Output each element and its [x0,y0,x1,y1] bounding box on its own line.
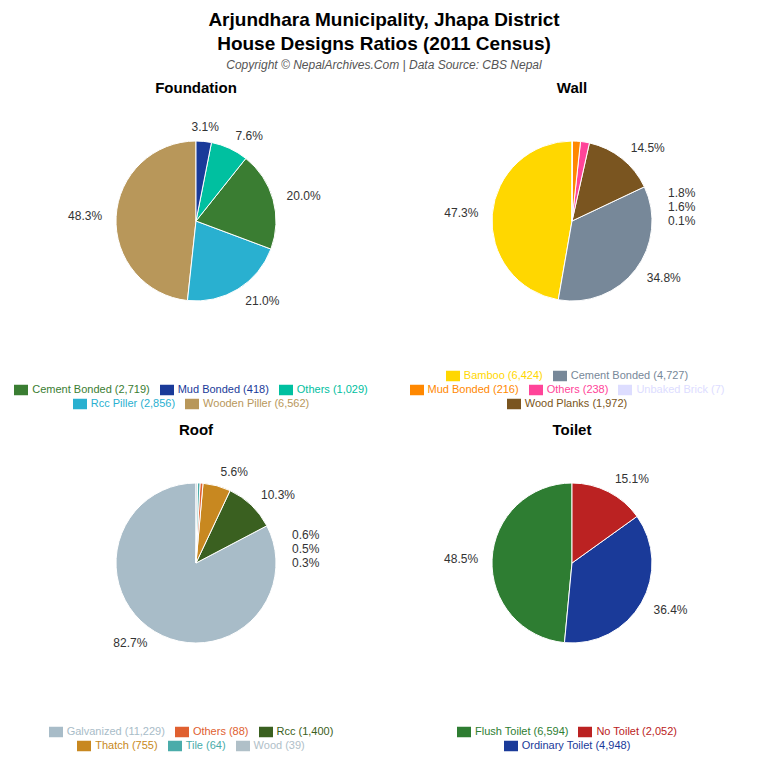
svg-text:36.4%: 36.4% [654,603,688,617]
svg-text:14.5%: 14.5% [631,141,665,155]
html-text:Flush Toilet (6,594): Flush Toilet (6,594) [475,724,569,737]
svg-text:10.3%: 10.3% [261,488,295,502]
svg-text:3.1%: 3.1% [191,120,219,134]
svg-text:82.7%: 82.7% [113,636,147,650]
html-text:Toilet: Toilet [552,421,592,438]
html-text:Foundation: Foundation [155,79,237,96]
html-text:Mud Bonded (216): Mud Bonded (216) [427,382,519,395]
svg-text:5.6%: 5.6% [221,465,249,479]
svg-text:48.3%: 48.3% [68,209,102,223]
html-text:Roof: Roof [178,421,214,438]
html-text:Galvanized (11,229): Galvanized (11,229) [66,724,165,737]
html-text:Cement Bonded (2,719): Cement Bonded (2,719) [32,382,150,395]
html-text:Wood (39): Wood (39) [253,738,305,751]
svg-text:48.5%: 48.5% [444,552,478,566]
svg-text:21.0%: 21.0% [245,294,279,308]
html-text:Bamboo (6,424): Bamboo (6,424) [463,368,543,381]
html-text:Others (238): Others (238) [546,382,609,395]
svg-text:1.8%: 1.8% [668,186,696,200]
html-text:Rcc Piller (2,856): Rcc Piller (2,856) [90,396,176,409]
svg-text:0.6%: 0.6% [292,528,320,542]
html-text:Thatch (755): Thatch (755) [95,738,158,751]
svg-text:0.1%: 0.1% [668,214,696,228]
html-text:Copyright © NepalArchives.Com: Copyright © NepalArchives.Com | Data Sou… [226,58,542,72]
svg-text:0.5%: 0.5% [292,542,320,556]
html-text:Others (88): Others (88) [192,724,249,737]
svg-text:15.1%: 15.1% [615,472,649,486]
svg-text:0.3%: 0.3% [292,556,320,570]
html-text:Wood Planks (1,972): Wood Planks (1,972) [524,396,628,409]
html-text:Cement Bonded (4,727): Cement Bonded (4,727) [570,368,689,381]
html-text:Wall: Wall [556,79,588,96]
html-text:Arjundhara Municipality, Jhapa: Arjundhara Municipality, Jhapa District [208,9,560,30]
svg-text:1.6%: 1.6% [668,200,696,214]
html-text:Rcc (1,400): Rcc (1,400) [276,724,334,737]
html-text:Others (1,029): Others (1,029) [296,382,368,395]
svg-text:7.6%: 7.6% [235,129,263,143]
html-text:Ordinary Toilet (4,948): Ordinary Toilet (4,948) [521,738,631,751]
html-text:Unbaked Brick (7): Unbaked Brick (7) [636,382,725,395]
html-text:Tile (64): Tile (64) [185,738,226,751]
html-text:House Designs Ratios (2011 Cen: House Designs Ratios (2011 Census) [217,33,551,54]
html-text:Mud Bonded (418): Mud Bonded (418) [177,382,269,395]
svg-text:34.8%: 34.8% [647,271,681,285]
html-text:Wooden Piller (6,562): Wooden Piller (6,562) [203,396,310,409]
svg-text:20.0%: 20.0% [287,189,321,203]
svg-text:47.3%: 47.3% [444,206,478,220]
html-text:No Toilet (2,052): No Toilet (2,052) [596,724,677,737]
